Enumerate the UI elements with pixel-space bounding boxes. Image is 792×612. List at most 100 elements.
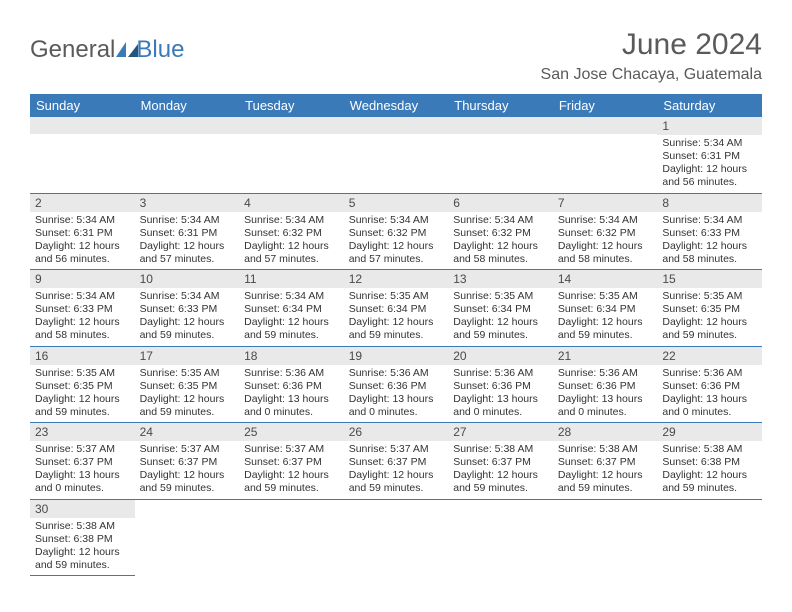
sunset-text: Sunset: 6:36 PM [453, 380, 548, 393]
daylight-line1: Daylight: 12 hours [349, 469, 444, 482]
sunrise-text: Sunrise: 5:34 AM [140, 290, 235, 303]
day-number-empty [30, 117, 135, 134]
daylight-line1: Daylight: 13 hours [662, 393, 757, 406]
daylight-line1: Daylight: 12 hours [35, 393, 130, 406]
daylight-line1: Daylight: 12 hours [35, 546, 130, 559]
calendar-row: 23Sunrise: 5:37 AMSunset: 6:37 PMDayligh… [30, 423, 762, 500]
day-body-empty [239, 134, 344, 184]
daylight-line2: and 57 minutes. [349, 253, 444, 266]
sunset-text: Sunset: 6:37 PM [349, 456, 444, 469]
daylight-line2: and 59 minutes. [662, 482, 757, 495]
sunset-text: Sunset: 6:37 PM [35, 456, 130, 469]
calendar-cell: 25Sunrise: 5:37 AMSunset: 6:37 PMDayligh… [239, 423, 344, 500]
logo-text-1: General [30, 36, 115, 64]
day-number: 20 [448, 347, 553, 365]
daylight-line1: Daylight: 12 hours [349, 316, 444, 329]
sunrise-text: Sunrise: 5:34 AM [558, 214, 653, 227]
calendar-cell: 16Sunrise: 5:35 AMSunset: 6:35 PMDayligh… [30, 346, 135, 423]
daylight-line1: Daylight: 12 hours [349, 240, 444, 253]
sunrise-text: Sunrise: 5:37 AM [244, 443, 339, 456]
sunset-text: Sunset: 6:36 PM [558, 380, 653, 393]
calendar-cell: 26Sunrise: 5:37 AMSunset: 6:37 PMDayligh… [344, 423, 449, 500]
calendar-cell: 15Sunrise: 5:35 AMSunset: 6:35 PMDayligh… [657, 270, 762, 347]
daylight-line2: and 0 minutes. [244, 406, 339, 419]
calendar-cell: 20Sunrise: 5:36 AMSunset: 6:36 PMDayligh… [448, 346, 553, 423]
day-body-empty [135, 134, 240, 184]
weekday-header: Sunday [30, 94, 135, 117]
day-number: 24 [135, 423, 240, 441]
weekday-header: Wednesday [344, 94, 449, 117]
daylight-line1: Daylight: 12 hours [662, 163, 757, 176]
day-number: 12 [344, 270, 449, 288]
sunset-text: Sunset: 6:35 PM [35, 380, 130, 393]
daylight-line1: Daylight: 12 hours [453, 469, 548, 482]
sunset-text: Sunset: 6:37 PM [558, 456, 653, 469]
day-number: 15 [657, 270, 762, 288]
daylight-line1: Daylight: 13 hours [35, 469, 130, 482]
daylight-line2: and 0 minutes. [453, 406, 548, 419]
day-number: 13 [448, 270, 553, 288]
day-number: 6 [448, 194, 553, 212]
daylight-line1: Daylight: 12 hours [140, 316, 235, 329]
sunset-text: Sunset: 6:37 PM [140, 456, 235, 469]
day-body: Sunrise: 5:34 AMSunset: 6:33 PMDaylight:… [135, 288, 240, 346]
calendar-cell: 11Sunrise: 5:34 AMSunset: 6:34 PMDayligh… [239, 270, 344, 347]
sunrise-text: Sunrise: 5:35 AM [349, 290, 444, 303]
day-number: 28 [553, 423, 658, 441]
day-number: 5 [344, 194, 449, 212]
sunrise-text: Sunrise: 5:35 AM [453, 290, 548, 303]
day-number: 30 [30, 500, 135, 518]
daylight-line2: and 59 minutes. [35, 559, 130, 572]
sunset-text: Sunset: 6:33 PM [662, 227, 757, 240]
daylight-line1: Daylight: 13 hours [558, 393, 653, 406]
calendar-cell [553, 117, 658, 193]
daylight-line1: Daylight: 12 hours [662, 316, 757, 329]
daylight-line1: Daylight: 12 hours [662, 240, 757, 253]
sunrise-text: Sunrise: 5:36 AM [349, 367, 444, 380]
daylight-line2: and 58 minutes. [453, 253, 548, 266]
daylight-line1: Daylight: 12 hours [244, 240, 339, 253]
sunset-text: Sunset: 6:31 PM [35, 227, 130, 240]
daylight-line2: and 56 minutes. [662, 176, 757, 189]
daylight-line2: and 57 minutes. [140, 253, 235, 266]
daylight-line1: Daylight: 12 hours [244, 469, 339, 482]
day-number: 3 [135, 194, 240, 212]
calendar-row: 1Sunrise: 5:34 AMSunset: 6:31 PMDaylight… [30, 117, 762, 193]
month-title: June 2024 [541, 28, 762, 62]
day-body: Sunrise: 5:38 AMSunset: 6:37 PMDaylight:… [553, 441, 658, 499]
sunset-text: Sunset: 6:33 PM [140, 303, 235, 316]
calendar-cell: 12 Sunrise: 5:35 AMSunset: 6:34 PMDayligh… [344, 270, 449, 347]
day-body: Sunrise: 5:37 AMSunset: 6:37 PMDaylight:… [344, 441, 449, 499]
weekday-header-row: SundayMondayTuesdayWednesdayThursdayFrid… [30, 94, 762, 117]
sunset-text: Sunset: 6:37 PM [244, 456, 339, 469]
sunrise-text: Sunrise: 5:34 AM [35, 290, 130, 303]
calendar-cell: 10Sunrise: 5:34 AMSunset: 6:33 PMDayligh… [135, 270, 240, 347]
calendar-cell [239, 499, 344, 576]
daylight-line2: and 56 minutes. [35, 253, 130, 266]
calendar-cell [30, 117, 135, 193]
day-number: 19 [344, 347, 449, 365]
day-body: Sunrise: 5:38 AMSunset: 6:37 PMDaylight:… [448, 441, 553, 499]
sunset-text: Sunset: 6:38 PM [662, 456, 757, 469]
calendar-row: 9Sunrise: 5:34 AMSunset: 6:33 PMDaylight… [30, 270, 762, 347]
daylight-line1: Daylight: 13 hours [453, 393, 548, 406]
calendar-cell: 14Sunrise: 5:35 AMSunset: 6:34 PMDayligh… [553, 270, 658, 347]
sunset-text: Sunset: 6:32 PM [349, 227, 444, 240]
calendar-cell [135, 499, 240, 576]
sunset-text: Sunset: 6:34 PM [349, 303, 444, 316]
day-body: Sunrise: 5:34 AMSunset: 6:34 PMDaylight:… [239, 288, 344, 346]
calendar-cell: 4Sunrise: 5:34 AMSunset: 6:32 PMDaylight… [239, 193, 344, 270]
day-body: Sunrise: 5:36 AMSunset: 6:36 PMDaylight:… [239, 365, 344, 423]
day-body: Sunrise: 5:36 AMSunset: 6:36 PMDaylight:… [448, 365, 553, 423]
day-body: Sunrise: 5:34 AMSunset: 6:32 PMDaylight:… [344, 212, 449, 270]
day-number: 8 [657, 194, 762, 212]
calendar-row: 2Sunrise: 5:34 AMSunset: 6:31 PMDaylight… [30, 193, 762, 270]
calendar-cell: 17Sunrise: 5:35 AMSunset: 6:35 PMDayligh… [135, 346, 240, 423]
day-body: Sunrise: 5:34 AMSunset: 6:31 PMDaylight:… [135, 212, 240, 270]
daylight-line2: and 0 minutes. [35, 482, 130, 495]
daylight-line2: and 59 minutes. [140, 406, 235, 419]
daylight-line2: and 57 minutes. [244, 253, 339, 266]
sunset-text: Sunset: 6:37 PM [453, 456, 548, 469]
sunrise-text: Sunrise: 5:38 AM [453, 443, 548, 456]
day-number-empty [448, 117, 553, 134]
